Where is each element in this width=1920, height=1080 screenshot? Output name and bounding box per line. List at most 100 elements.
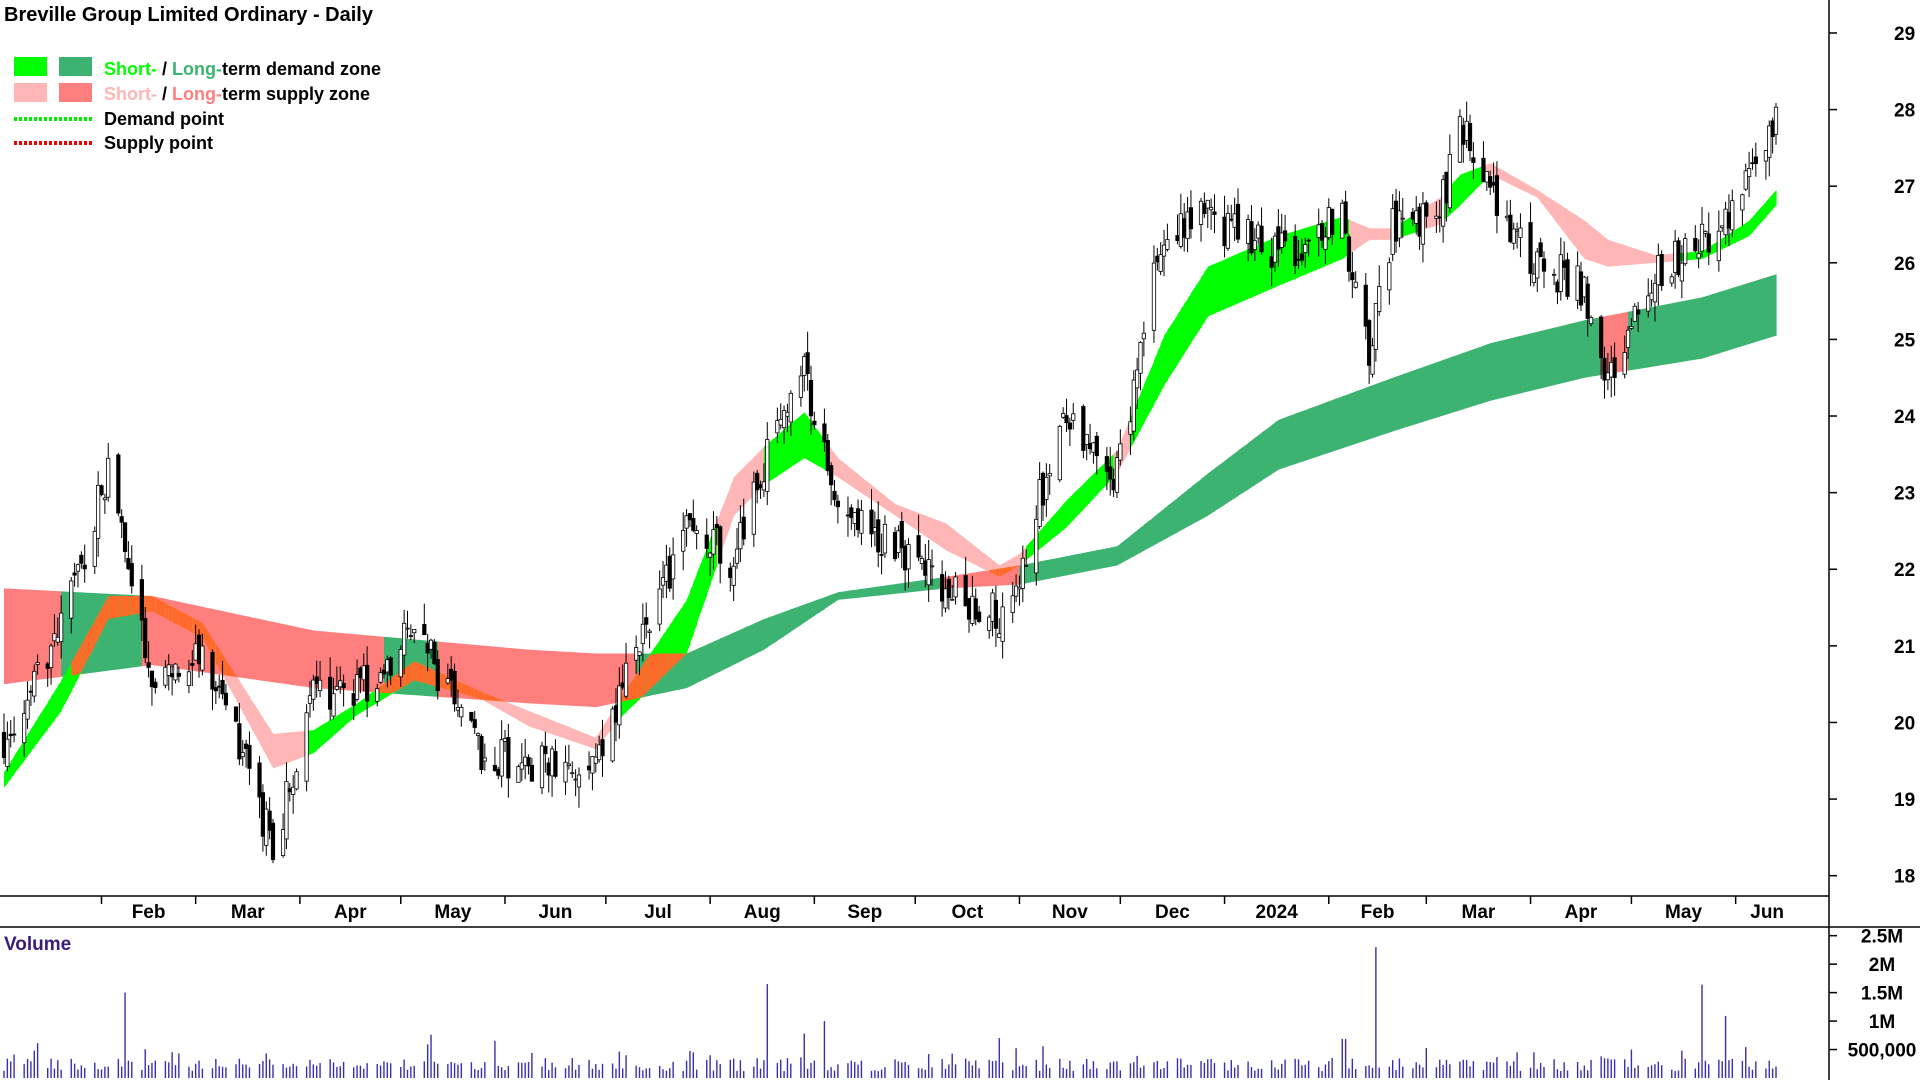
short-term-zone-segment [340, 711, 345, 730]
candle-body [1061, 413, 1066, 418]
long-term-zone-segment [1765, 276, 1770, 339]
short-term-zone-segment [589, 735, 594, 749]
long-term-zone-segment [505, 647, 509, 702]
long-term-zone-segment [1675, 301, 1680, 363]
long-term-zone-segment [814, 597, 826, 616]
zone-overlap-segment [94, 614, 99, 646]
short-term-zone-segment [1564, 207, 1569, 238]
zone-overlap-segment [168, 604, 173, 623]
long-term-zone-segment [1301, 409, 1306, 462]
short-term-zone-segment [1177, 309, 1182, 365]
long-term-zone-segment [1496, 339, 1508, 400]
candle-body [1175, 235, 1180, 241]
long-term-zone-segment [827, 594, 832, 607]
long-term-zone-segment [1355, 387, 1367, 444]
short-term-zone-segment [1520, 180, 1532, 195]
short-term-zone-segment [1614, 242, 1626, 267]
zone-overlap-segment [639, 664, 644, 698]
candle-body [1740, 194, 1745, 211]
candle-body [1161, 244, 1167, 257]
candle-body [1420, 203, 1426, 245]
zone-overlap-segment [474, 688, 479, 699]
long-term-zone-segment [847, 590, 852, 599]
candle-body [940, 574, 945, 602]
candle-body [1299, 253, 1304, 261]
long-term-zone-segment [1177, 495, 1182, 533]
candle-body [610, 708, 615, 762]
long-term-zone-segment [733, 631, 738, 665]
volume-tick-label-1: 1M [1869, 1012, 1895, 1033]
long-term-zone-segment [1449, 353, 1461, 414]
candle-body [1753, 156, 1758, 165]
candle-body [502, 738, 508, 742]
long-term-zone-segment [1490, 342, 1495, 401]
candle-body [1508, 214, 1513, 243]
price-tick-label-4: 22 [1894, 560, 1915, 581]
long-term-zone-segment [1167, 497, 1179, 538]
long-term-zone-segment [1671, 302, 1676, 364]
candle-body [11, 733, 17, 736]
long-term-zone-segment [249, 616, 261, 681]
long-term-zone-segment [521, 649, 526, 704]
candle-body [573, 778, 578, 781]
long-term-zone-segment [1658, 305, 1663, 366]
candle-body [190, 663, 195, 666]
long-term-zone-segment [740, 628, 745, 662]
candle-body [126, 557, 131, 570]
candle-body [1703, 231, 1708, 234]
long-term-zone-segment [1567, 321, 1579, 382]
short-term-zone-segment [1607, 239, 1612, 267]
candle-body [1767, 125, 1772, 158]
candle-body [1770, 120, 1775, 137]
short-term-zone-segment [837, 458, 849, 485]
short-term-zone-segment [932, 518, 943, 548]
candle-body [311, 679, 316, 700]
short-term-zone-segment [1587, 223, 1592, 262]
zone-overlap-segment [1016, 565, 1021, 568]
short-term-zone-segment [518, 706, 523, 723]
candle-body [993, 599, 999, 629]
long-term-zone-segment [589, 653, 594, 707]
candle-body [381, 669, 387, 675]
candle-body [691, 517, 696, 531]
candle-body [28, 690, 33, 693]
short-term-zone-segment [1567, 209, 1579, 251]
short-term-zone-segment [34, 718, 39, 748]
long-term-zone-segment [1133, 530, 1138, 557]
candle-body [1683, 238, 1688, 265]
short-term-zone-segment [1073, 483, 1084, 520]
long-term-zone-segment [710, 641, 715, 677]
candle-body [1528, 222, 1533, 274]
candle-body [1212, 211, 1217, 215]
candle-body [153, 681, 158, 689]
short-term-zone-segment [1164, 330, 1169, 386]
short-term-zone-segment [874, 487, 879, 505]
zone-overlap-segment [478, 690, 483, 700]
long-term-zone-segment [1752, 280, 1757, 343]
candle-body [1235, 203, 1241, 240]
long-term-zone-segment [30, 589, 35, 681]
candle-body [25, 699, 30, 720]
long-term-zone-segment [1507, 338, 1511, 397]
candle-body [408, 635, 413, 637]
candle-body [361, 665, 366, 681]
candle-body [1316, 224, 1321, 238]
short-term-zone-segment [1463, 172, 1468, 202]
short-term-zone-segment [810, 421, 815, 464]
candle-body [1410, 211, 1415, 220]
short-term-zone-segment [1749, 216, 1754, 236]
short-term-zone-segment [4, 766, 8, 788]
candle-body [385, 659, 390, 673]
zone-overlap-segment [236, 675, 240, 678]
candle-body [1723, 208, 1728, 236]
candle-body [519, 762, 524, 770]
zone-overlap-segment [989, 569, 994, 574]
candle-body [775, 420, 780, 434]
candle-body [1602, 357, 1607, 381]
candle-body [1578, 271, 1584, 306]
long-term-zone-segment [1540, 330, 1545, 389]
candle-body [829, 465, 834, 486]
short-term-zone-segment [1772, 190, 1777, 210]
long-term-zone-segment [1587, 318, 1592, 378]
